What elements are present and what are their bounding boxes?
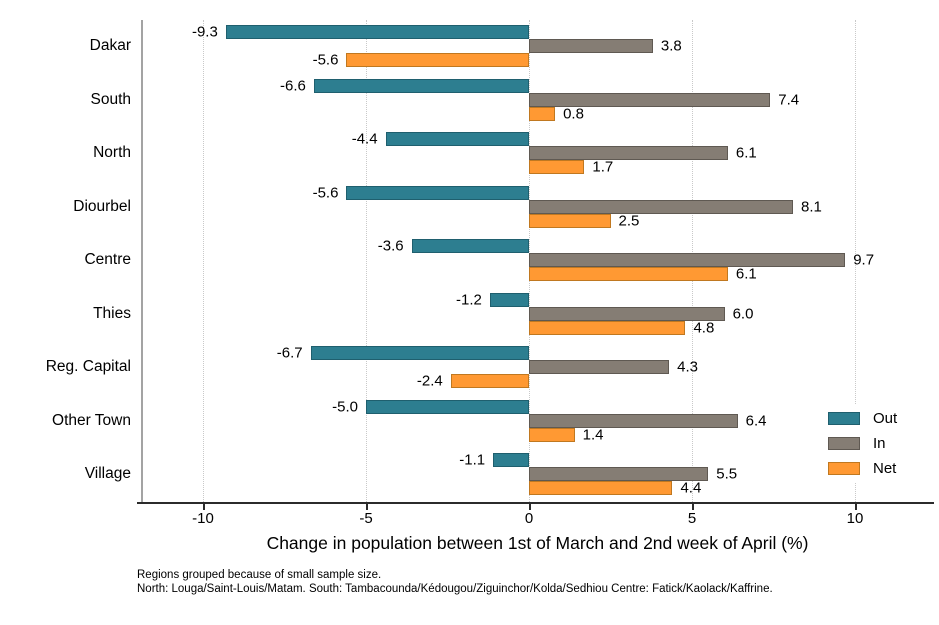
x-axis-tick--5 bbox=[366, 504, 368, 510]
gridline-x-10 bbox=[855, 20, 856, 502]
bar-net-village bbox=[529, 481, 673, 496]
x-axis-tick-label-5: 5 bbox=[687, 510, 697, 527]
legend-swatch-in bbox=[828, 437, 860, 450]
bar-value-label: -1.2 bbox=[456, 291, 482, 309]
y-axis-line bbox=[141, 20, 143, 502]
legend-label-net: Net bbox=[873, 460, 897, 477]
x-axis-line bbox=[137, 502, 934, 504]
bar-net-other-town bbox=[529, 427, 575, 442]
legend-swatch-net bbox=[828, 462, 860, 475]
bar-value-label: 4.3 bbox=[677, 358, 699, 376]
bar-out-village bbox=[493, 453, 529, 468]
bar-value-label: 1.4 bbox=[582, 426, 604, 444]
bar-out-reg-capital bbox=[310, 346, 529, 361]
legend-row-out: Out bbox=[828, 406, 897, 431]
bar-value-label: 6.4 bbox=[745, 412, 767, 430]
bar-value-label: 6.1 bbox=[735, 265, 757, 283]
bar-in-dakar bbox=[529, 39, 653, 53]
bar-value-label: 0.8 bbox=[563, 105, 584, 123]
bar-value-label: 9.7 bbox=[853, 251, 875, 269]
x-axis-tick-5 bbox=[692, 504, 694, 510]
bar-net-dakar bbox=[346, 53, 529, 67]
legend-swatch-out bbox=[828, 412, 860, 425]
x-axis-tick-label-10: 10 bbox=[846, 510, 864, 527]
category-label-dakar: Dakar bbox=[89, 37, 131, 54]
bar-value-label: 4.4 bbox=[680, 479, 702, 497]
bar-value-label: -3.6 bbox=[377, 237, 404, 255]
bar-in-reg-capital bbox=[529, 360, 670, 375]
gridline-x--10 bbox=[203, 20, 204, 502]
legend-row-net: Net bbox=[828, 456, 897, 481]
bar-in-other-town bbox=[529, 413, 738, 428]
gridline-x--5 bbox=[366, 20, 367, 502]
bar-in-diourbel bbox=[529, 199, 794, 214]
bar-value-label: 1.7 bbox=[592, 158, 614, 176]
bar-in-village bbox=[529, 467, 709, 482]
category-label-south: South bbox=[90, 90, 131, 108]
bar-net-south bbox=[529, 106, 556, 121]
bar-value-label: -5.6 bbox=[312, 184, 339, 202]
bar-value-label: -4.4 bbox=[351, 130, 378, 148]
bar-out-centre bbox=[411, 239, 529, 254]
bar-out-diourbel bbox=[346, 185, 529, 200]
legend-row-in: In bbox=[828, 431, 897, 456]
bar-out-dakar bbox=[225, 25, 529, 39]
bar-value-label: -1.1 bbox=[459, 451, 486, 469]
bar-value-label: 6.0 bbox=[732, 305, 754, 323]
legend-label-out: Out bbox=[873, 410, 898, 427]
x-axis-tick-10 bbox=[855, 504, 857, 510]
bar-out-thies bbox=[489, 292, 529, 307]
bar-in-south bbox=[529, 92, 771, 107]
bar-value-label: -2.4 bbox=[416, 372, 443, 390]
bar-value-label: -5.6 bbox=[312, 51, 339, 69]
bar-net-diourbel bbox=[529, 213, 611, 228]
x-axis-title: Change in population between 1st of Marc… bbox=[266, 533, 809, 553]
footnote-line-1: Regions grouped because of small sample … bbox=[137, 569, 382, 581]
category-label-diourbel: Diourbel bbox=[73, 197, 131, 215]
x-axis-tick-label--5: -5 bbox=[359, 510, 373, 527]
category-label-village: Village bbox=[84, 465, 131, 483]
bar-value-label: 7.4 bbox=[778, 91, 800, 109]
bar-net-thies bbox=[529, 320, 686, 335]
legend: Out In Net bbox=[820, 404, 904, 483]
bar-value-label: -6.6 bbox=[279, 77, 306, 95]
bar-out-north bbox=[385, 132, 529, 147]
category-label-other-town: Other Town bbox=[52, 411, 131, 429]
category-label-thies: Thies bbox=[93, 304, 131, 322]
bar-net-north bbox=[529, 160, 585, 175]
bar-in-centre bbox=[529, 253, 846, 268]
category-label-reg-capital: Reg. Capital bbox=[45, 358, 131, 376]
bar-out-south bbox=[313, 78, 529, 93]
bar-value-label: 2.5 bbox=[618, 212, 640, 230]
bar-in-thies bbox=[529, 306, 725, 321]
bar-value-label: 8.1 bbox=[801, 198, 822, 216]
bar-value-label: -9.3 bbox=[191, 23, 218, 41]
x-axis-tick-label--10: -10 bbox=[192, 510, 214, 527]
bar-net-reg-capital bbox=[450, 374, 529, 389]
bar-value-label: -6.7 bbox=[276, 344, 303, 362]
bar-value-label: -5.0 bbox=[332, 398, 358, 416]
bar-out-other-town bbox=[366, 399, 529, 414]
bar-value-label: 5.5 bbox=[716, 465, 738, 483]
footnote-line-2: North: Louga/Saint-Louis/Matam. South: T… bbox=[137, 583, 773, 595]
x-axis-tick-label-0: 0 bbox=[524, 510, 534, 527]
bar-value-label: 4.8 bbox=[693, 319, 715, 337]
legend-label-in: In bbox=[873, 435, 886, 452]
x-axis-tick-0 bbox=[529, 504, 531, 510]
bar-value-label: 3.8 bbox=[660, 37, 682, 55]
x-axis-tick--10 bbox=[203, 504, 205, 510]
category-label-centre: Centre bbox=[84, 251, 131, 269]
bar-net-centre bbox=[529, 267, 728, 282]
category-label-north: North bbox=[93, 144, 131, 162]
bar-in-north bbox=[529, 146, 728, 161]
bar-value-label: 6.1 bbox=[735, 144, 757, 162]
